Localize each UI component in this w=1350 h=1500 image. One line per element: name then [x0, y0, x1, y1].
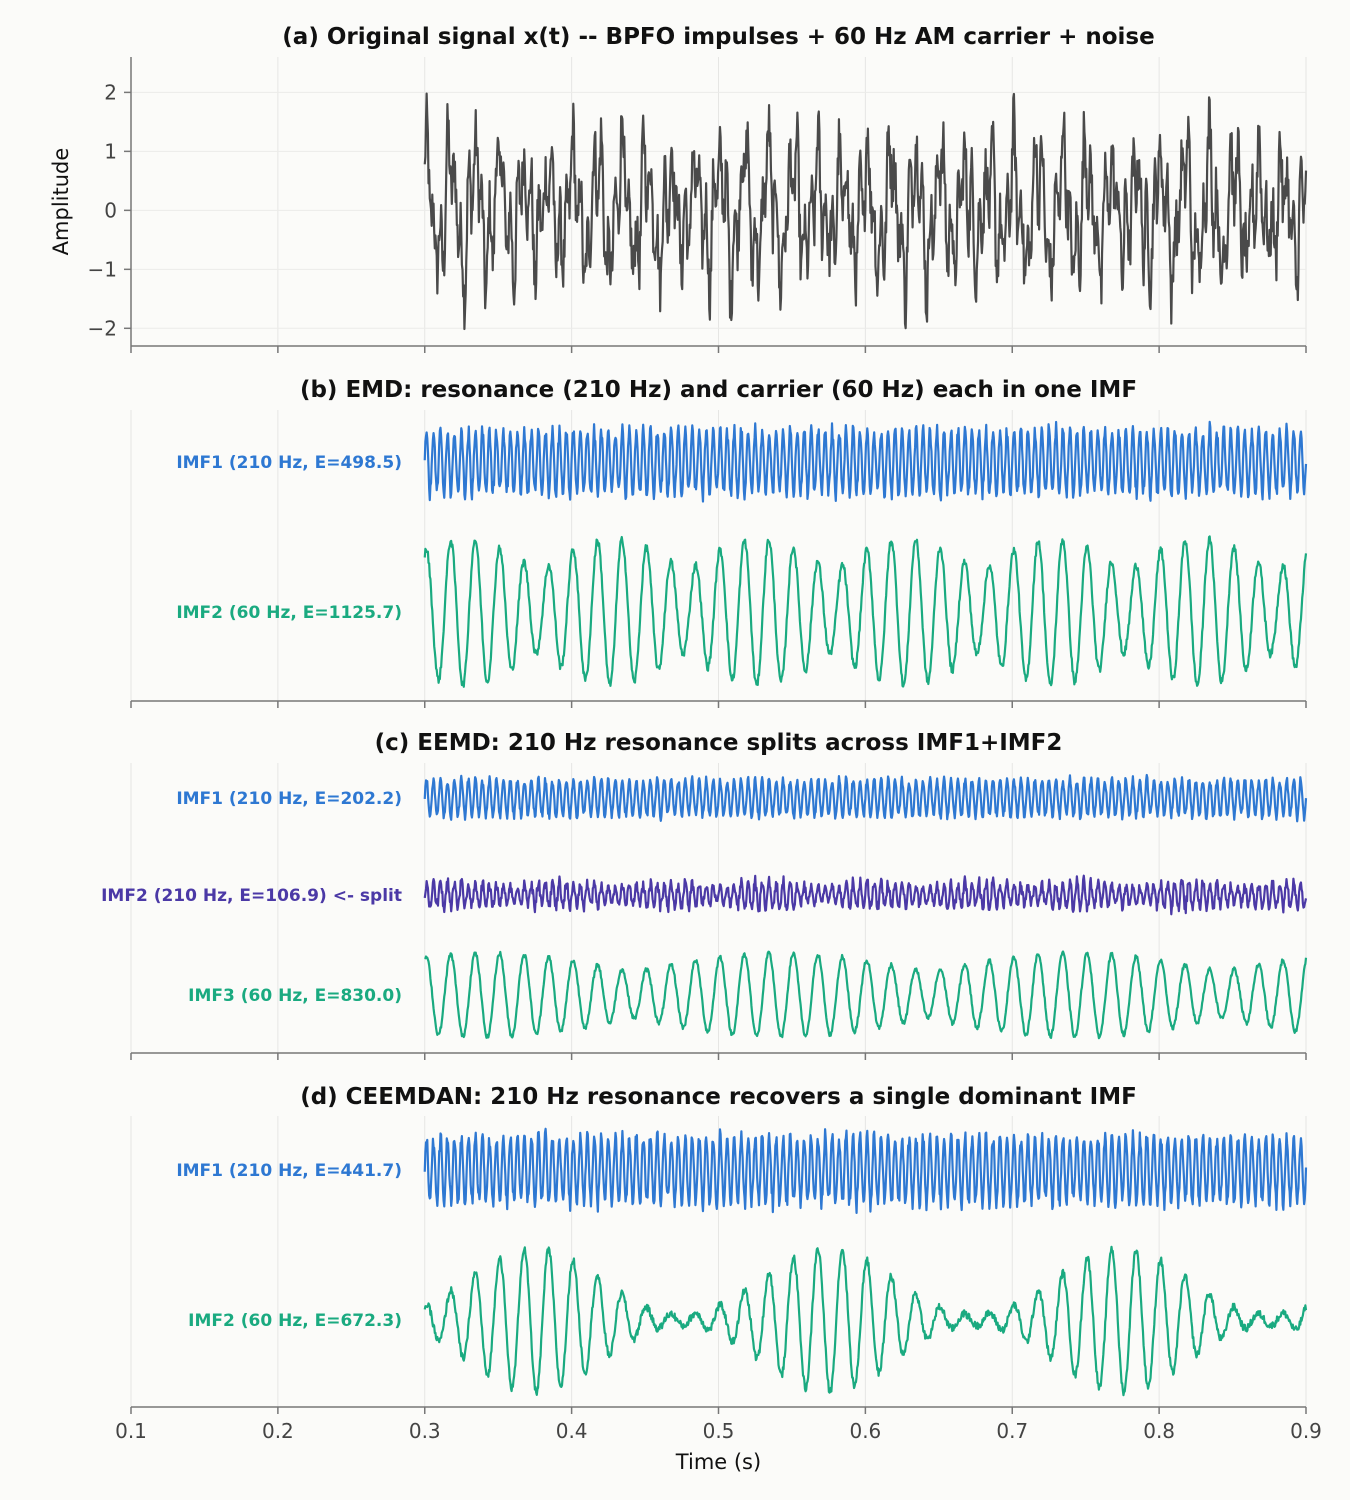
x-tick-label: 0.4 — [556, 1419, 588, 1443]
signal-line — [423, 92, 1308, 331]
imf-label: IMF3 (60 Hz, E=830.0) — [188, 986, 402, 1006]
imf-line — [423, 1245, 1308, 1397]
imf-line — [423, 535, 1308, 688]
panel-title: (d) CEEMDAN: 210 Hz resonance recovers a… — [300, 1084, 1137, 1110]
y-tick-label: 1 — [104, 139, 117, 163]
y-tick-label: −2 — [88, 316, 117, 340]
panel-a: (a) Original signal x(t) -- BPFO impulse… — [49, 24, 1308, 353]
y-tick-label: 2 — [104, 80, 117, 104]
panel-title: (c) EEMD: 210 Hz resonance splits across… — [375, 730, 1063, 756]
x-tick-label: 0.7 — [996, 1419, 1028, 1443]
y-tick-label: 0 — [104, 198, 117, 222]
x-tick-label: 0.1 — [115, 1419, 147, 1443]
imf-label: IMF2 (210 Hz, E=106.9) <- split — [101, 886, 402, 906]
imf-label: IMF2 (60 Hz, E=1125.7) — [176, 603, 402, 623]
x-axis-label: Time (s) — [675, 1450, 761, 1474]
x-tick-label: 0.9 — [1290, 1419, 1322, 1443]
x-tick-label: 0.6 — [849, 1419, 881, 1443]
imf-line — [423, 1127, 1308, 1215]
imf-label: IMF1 (210 Hz, E=498.5) — [176, 453, 402, 473]
x-tick-label: 0.5 — [703, 1419, 735, 1443]
x-tick-label: 0.8 — [1143, 1419, 1175, 1443]
imf-line — [424, 950, 1308, 1040]
x-tick-label: 0.3 — [409, 1419, 441, 1443]
imf-label: IMF2 (60 Hz, E=672.3) — [188, 1311, 402, 1331]
panel-title: (b) EMD: resonance (210 Hz) and carrier … — [300, 377, 1137, 403]
panel-title: (a) Original signal x(t) -- BPFO impulse… — [282, 24, 1154, 50]
imf-line — [423, 773, 1308, 823]
x-tick-label: 0.2 — [262, 1419, 294, 1443]
imf-label: IMF1 (210 Hz, E=202.2) — [176, 789, 402, 809]
imf-line — [423, 874, 1308, 916]
panel-b: (b) EMD: resonance (210 Hz) and carrier … — [130, 377, 1308, 708]
imf-label: IMF1 (210 Hz, E=441.7) — [176, 1161, 402, 1181]
panel-c: (c) EEMD: 210 Hz resonance splits across… — [101, 730, 1308, 1060]
y-tick-label: −1 — [88, 257, 117, 281]
panel-d: (d) CEEMDAN: 210 Hz resonance recovers a… — [115, 1084, 1322, 1474]
y-axis-label: Amplitude — [49, 148, 73, 256]
imf-line — [423, 420, 1308, 503]
